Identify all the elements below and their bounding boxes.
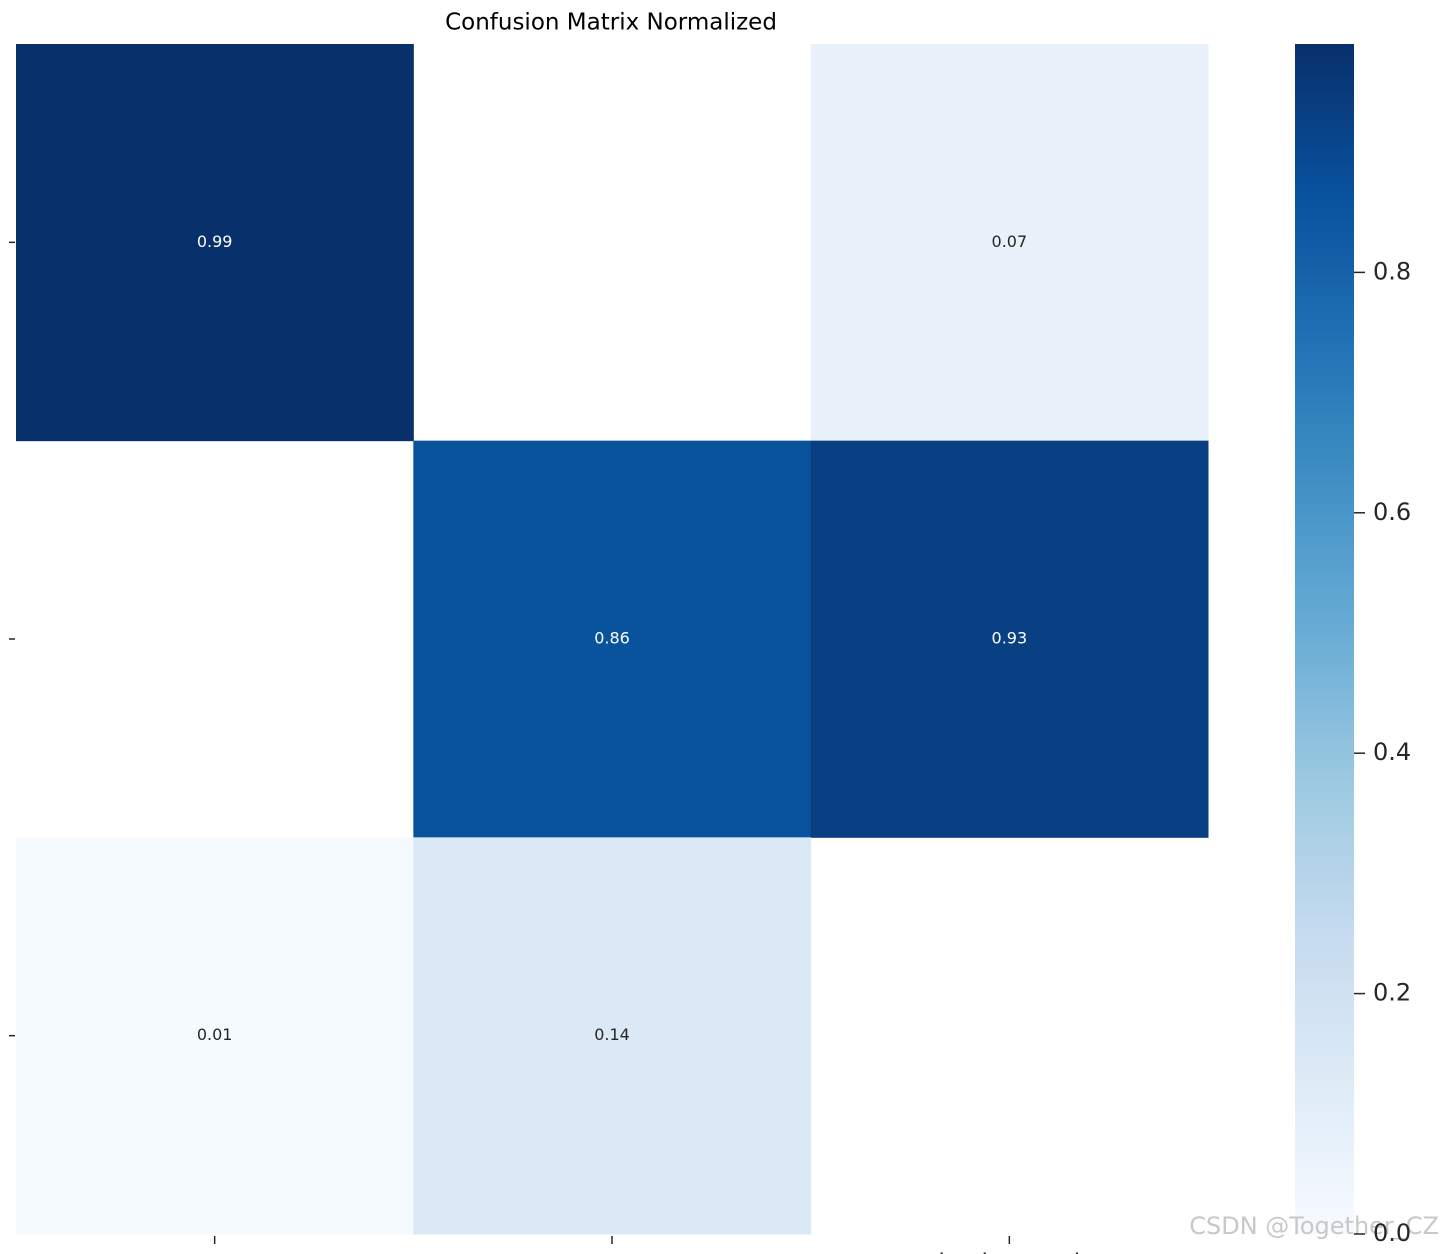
colorbar-tick-label: 0.6 [1373, 498, 1411, 526]
cell-label: 0.14 [594, 1025, 630, 1044]
colorbar-tick-label: 0.8 [1373, 257, 1411, 285]
heatmap-cell [413, 440, 812, 838]
watermark: CSDN @Together_CZ [1189, 1212, 1439, 1240]
cell-label: 0.99 [197, 232, 233, 251]
chart-title: Confusion Matrix Normalized [445, 10, 777, 36]
cell-label: 0.93 [992, 629, 1028, 648]
heatmap-cell [413, 837, 812, 1235]
heatmap-cell [16, 837, 414, 1235]
cell-label: 0.07 [992, 232, 1028, 251]
colorbar-tick-label: 0.2 [1373, 979, 1411, 1007]
cell-label: 0.01 [197, 1025, 233, 1044]
heatmap-cell [16, 44, 414, 442]
colorbar [1295, 44, 1354, 1234]
x-tick-label: background [938, 1249, 1080, 1254]
heatmap-cell [810, 44, 1209, 442]
heatmap-cell [810, 440, 1209, 838]
cell-label: 0.86 [594, 629, 630, 648]
colorbar-tick-label: 0.4 [1373, 738, 1411, 766]
colorbar-tick-label: 0.0 [1373, 1219, 1411, 1247]
